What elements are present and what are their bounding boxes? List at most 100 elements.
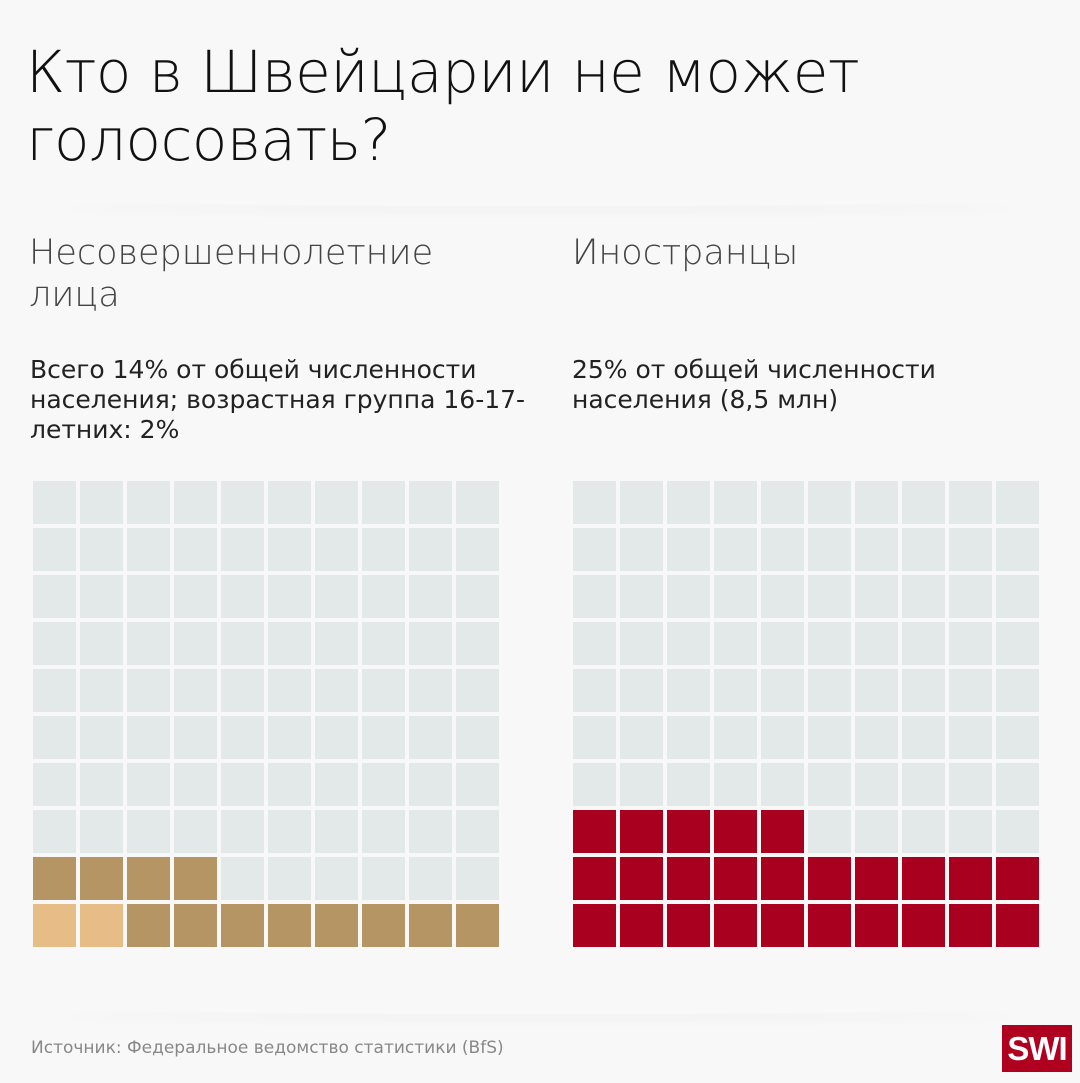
waffle-cell [409,575,452,618]
waffle-cell [667,575,710,618]
waffle-cell [667,669,710,712]
waffle-cell [808,857,851,900]
waffle-cell [902,481,945,524]
waffle-cell [620,481,663,524]
foreigners-description: 25% от общей численности населения (8,5 … [572,355,936,414]
waffle-cell [174,575,217,618]
waffle-cell [573,481,616,524]
waffle-cell [409,481,452,524]
waffle-cell [409,763,452,806]
waffle-cell [33,904,76,947]
waffle-cell [456,857,499,900]
waffle-cell [127,763,170,806]
waffle-cell [174,763,217,806]
waffle-cell [221,716,264,759]
waffle-cell [667,481,710,524]
waffle-cell [268,481,311,524]
waffle-cell [362,528,405,571]
waffle-cell [221,904,264,947]
source-note: Источник: Федеральное ведомство статисти… [31,1038,504,1058]
waffle-cell [127,669,170,712]
waffle-cell [808,481,851,524]
waffle-cell [33,575,76,618]
waffle-cell [573,810,616,853]
waffle-cell [362,716,405,759]
waffle-cell [174,857,217,900]
waffle-cell [714,810,757,853]
waffle-cell [268,528,311,571]
waffle-cell [456,904,499,947]
waffle-cell [667,904,710,947]
waffle-cell [761,904,804,947]
waffle-cell [808,810,851,853]
waffle-cell [808,575,851,618]
waffle-cell [573,904,616,947]
waffle-cell [620,622,663,665]
waffle-cell [949,763,992,806]
waffle-cell [362,904,405,947]
waffle-cell [808,622,851,665]
waffle-cell [996,904,1039,947]
waffle-cell [315,904,358,947]
waffle-cell [761,810,804,853]
waffle-cell [949,716,992,759]
waffle-cell [362,857,405,900]
waffle-cell [902,763,945,806]
waffle-cell [714,763,757,806]
waffle-cell [902,857,945,900]
waffle-cell [714,904,757,947]
waffle-cell [949,857,992,900]
waffle-cell [996,481,1039,524]
waffle-cell [855,622,898,665]
waffle-cell [761,481,804,524]
waffle-cell [761,716,804,759]
waffle-cell [362,810,405,853]
waffle-cell [268,669,311,712]
waffle-cell [620,763,663,806]
waffle-cell [127,716,170,759]
waffle-cell [996,575,1039,618]
waffle-cell [808,669,851,712]
waffle-cell [409,716,452,759]
divider [60,1000,1020,1014]
waffle-cell [362,669,405,712]
waffle-cell [761,575,804,618]
waffle-cell [80,622,123,665]
waffle-cell [667,810,710,853]
waffle-cell [456,481,499,524]
waffle-cell [620,810,663,853]
waffle-cell [268,857,311,900]
waffle-cell [620,669,663,712]
waffle-cell [456,669,499,712]
waffle-cell [761,622,804,665]
waffle-cell [315,575,358,618]
waffle-cell [80,763,123,806]
swi-logo: SWI [1002,1025,1072,1072]
waffle-cell [902,575,945,618]
waffle-cell [268,575,311,618]
waffle-cell [127,528,170,571]
waffle-cell [667,763,710,806]
waffle-cell [667,528,710,571]
waffle-cell [808,904,851,947]
waffle-cell [456,622,499,665]
waffle-cell [456,810,499,853]
waffle-cell [996,669,1039,712]
waffle-cell [221,763,264,806]
waffle-cell [174,669,217,712]
waffle-cell [949,528,992,571]
waffle-cell [714,716,757,759]
waffle-cell [456,528,499,571]
waffle-cell [855,810,898,853]
waffle-cell [996,857,1039,900]
waffle-cell [996,763,1039,806]
waffle-cell [315,622,358,665]
waffle-cell [315,857,358,900]
waffle-cell [315,810,358,853]
waffle-cell [33,716,76,759]
waffle-cell [714,528,757,571]
waffle-cell [362,575,405,618]
waffle-cell [949,481,992,524]
waffle-cell [949,810,992,853]
